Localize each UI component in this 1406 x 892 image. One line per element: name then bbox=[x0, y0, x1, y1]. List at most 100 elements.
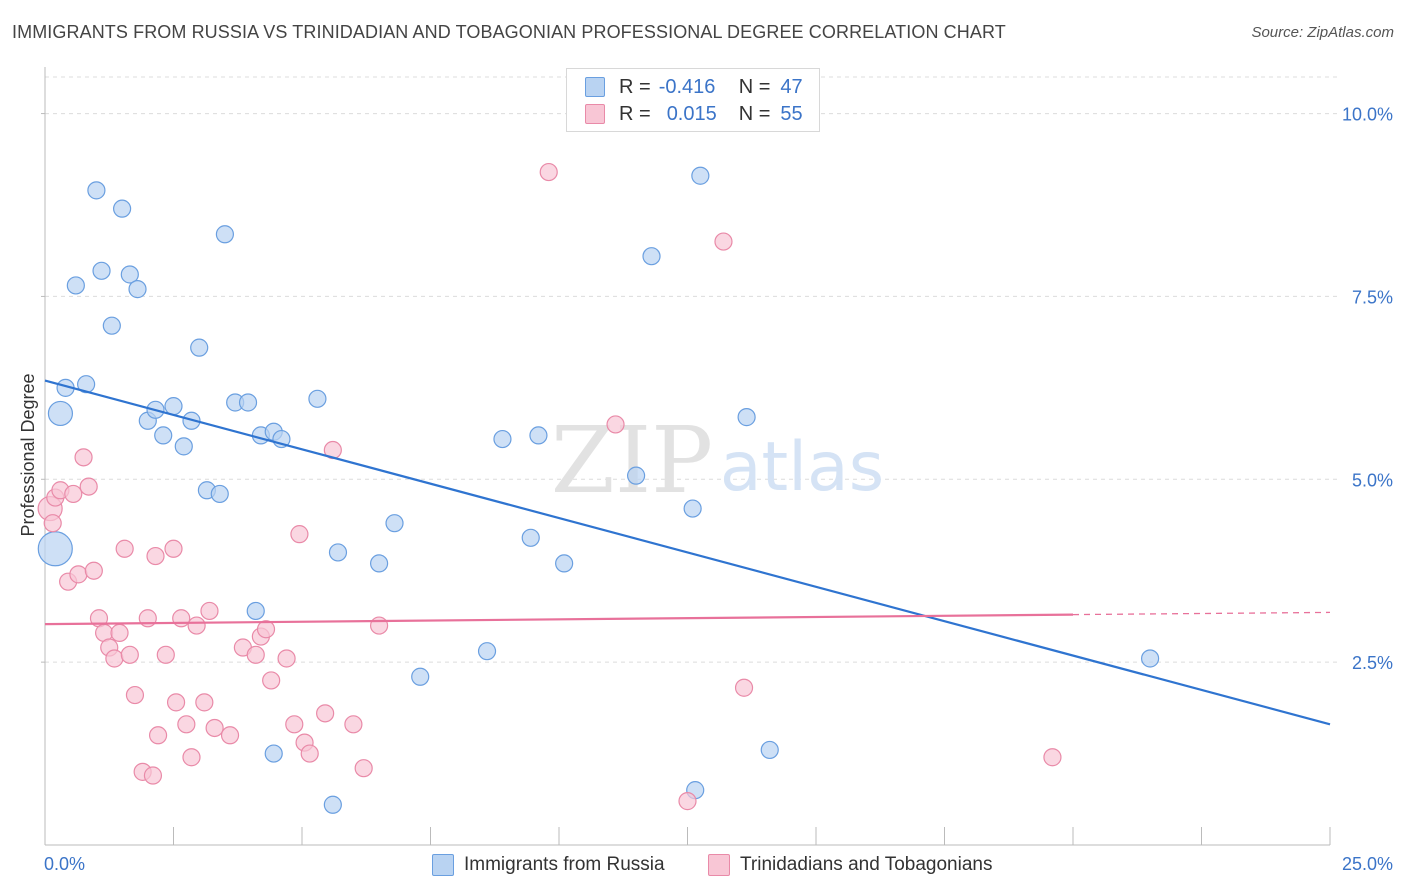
trinidad-point bbox=[370, 616, 389, 635]
russia-point bbox=[683, 499, 702, 518]
r-label: R = bbox=[619, 102, 651, 125]
russia-point bbox=[190, 338, 209, 357]
russia-point bbox=[154, 426, 173, 445]
russia-point bbox=[66, 276, 85, 295]
russia-point bbox=[323, 795, 342, 814]
grid-lines bbox=[45, 76, 1340, 663]
trinidad-point bbox=[195, 693, 214, 712]
trinidad-point bbox=[148, 726, 168, 745]
trinidad-point bbox=[164, 539, 183, 558]
trinidad-point bbox=[110, 623, 129, 642]
russia-point bbox=[477, 642, 497, 661]
chart-title: IMMIGRANTS FROM RUSSIA VS TRINIDADIAN AN… bbox=[12, 22, 1006, 42]
trinidad-point bbox=[285, 715, 304, 734]
trinidad-trend-line bbox=[44, 613, 1074, 626]
y-tick-label: 7.5% bbox=[1352, 287, 1393, 307]
n-label: N = bbox=[738, 102, 771, 125]
russia-point bbox=[264, 744, 283, 763]
trinidad-point bbox=[105, 649, 124, 668]
trinidad-point bbox=[1043, 748, 1062, 767]
russia-point bbox=[246, 601, 265, 621]
stats-row-russia: R = -0.416 N = 47 bbox=[585, 75, 803, 99]
trinidad-point bbox=[300, 744, 319, 763]
trinidad-point bbox=[246, 645, 265, 664]
trinidad-point bbox=[166, 693, 186, 712]
trinidad-point bbox=[220, 726, 240, 745]
watermark-zip: ZIP bbox=[551, 407, 713, 514]
trinidad-point bbox=[74, 448, 93, 467]
trinidad-point bbox=[354, 759, 373, 778]
stats-row-trinidad: R = 0.015 N = 55 bbox=[585, 102, 803, 126]
russia-point bbox=[493, 429, 512, 449]
trinidad-point bbox=[734, 678, 754, 697]
trinidad-point bbox=[43, 514, 62, 533]
russia-point bbox=[529, 426, 548, 445]
russia-swatch bbox=[585, 77, 605, 97]
trinidad-swatch bbox=[585, 104, 605, 124]
trinidad-point bbox=[277, 649, 296, 668]
x-tick-label-end: 25.0% bbox=[1342, 854, 1393, 874]
russia-point bbox=[210, 484, 229, 504]
legend-item-trinidad[interactable]: Trinidadians and Tobagonians bbox=[708, 852, 992, 878]
russia-point bbox=[385, 514, 404, 533]
trinidad-point bbox=[714, 232, 733, 251]
n-value: 47 bbox=[780, 75, 803, 98]
russia-point bbox=[626, 466, 646, 485]
russia-point bbox=[760, 740, 779, 760]
russia-legend-swatch bbox=[432, 854, 454, 876]
russia-point bbox=[370, 554, 389, 573]
y-axis-label: Professional Degree bbox=[18, 373, 38, 536]
trinidad-point bbox=[205, 718, 224, 738]
russia-point bbox=[737, 408, 756, 427]
russia-point bbox=[120, 265, 139, 284]
russia-point bbox=[521, 528, 540, 547]
russia-point bbox=[87, 181, 106, 200]
russia-point bbox=[411, 667, 430, 686]
trinidad-point bbox=[262, 671, 281, 690]
trinidad-point bbox=[678, 792, 697, 811]
trinidad-point bbox=[187, 616, 206, 635]
trinidad-point bbox=[200, 601, 219, 621]
russia-point bbox=[47, 400, 74, 427]
trinidad-point bbox=[125, 685, 145, 705]
y-tick-label: 10.0% bbox=[1342, 105, 1393, 125]
russia-point bbox=[128, 280, 147, 299]
trinidad-point bbox=[290, 525, 309, 544]
source-label: Source: ZipAtlas.com bbox=[1251, 24, 1394, 41]
legend-item-russia[interactable]: Immigrants from Russia bbox=[432, 852, 665, 878]
russia-point bbox=[328, 543, 348, 562]
trinidad-point bbox=[539, 162, 558, 182]
russia-point bbox=[238, 393, 258, 412]
russia-point bbox=[102, 316, 121, 335]
trinidad-point bbox=[172, 609, 191, 628]
trinidad-point bbox=[177, 715, 196, 734]
russia-point bbox=[112, 199, 132, 218]
legend-label-trinidad: Trinidadians and Tobagonians bbox=[740, 854, 993, 875]
trinidad-point bbox=[115, 539, 134, 558]
trinidad-point bbox=[69, 565, 88, 584]
russia-point bbox=[1140, 649, 1160, 668]
stats-legend: R = -0.416 N = 47 R = 0.015 N = 55 bbox=[566, 68, 820, 132]
y-tick-label: 2.5% bbox=[1352, 653, 1393, 673]
russia-trend-line bbox=[44, 379, 1331, 726]
trinidad-point bbox=[84, 561, 103, 580]
n-value: 55 bbox=[780, 102, 803, 125]
x-tick-label-start: 0.0% bbox=[44, 854, 85, 874]
russia-point bbox=[308, 389, 327, 408]
trinidad-point bbox=[182, 748, 201, 767]
trinidad-legend-swatch bbox=[708, 854, 730, 876]
trinidad-trend-extension bbox=[1072, 611, 1331, 616]
russia-point bbox=[92, 261, 111, 280]
russia-point bbox=[555, 554, 574, 573]
tick-labels: 2.5% 5.0% 7.5% 10.0% 0.0% 25.0% bbox=[44, 105, 1393, 874]
n-label: N = bbox=[738, 75, 771, 98]
russia-point bbox=[37, 531, 73, 567]
r-value: -0.416 bbox=[658, 75, 716, 98]
trinidad-point bbox=[146, 546, 165, 566]
legend-label-russia: Immigrants from Russia bbox=[464, 854, 665, 875]
trinidad-point bbox=[120, 645, 139, 664]
trend-lines bbox=[44, 379, 1331, 726]
trinidad-point bbox=[64, 484, 83, 504]
y-tick-label: 5.0% bbox=[1352, 470, 1393, 490]
